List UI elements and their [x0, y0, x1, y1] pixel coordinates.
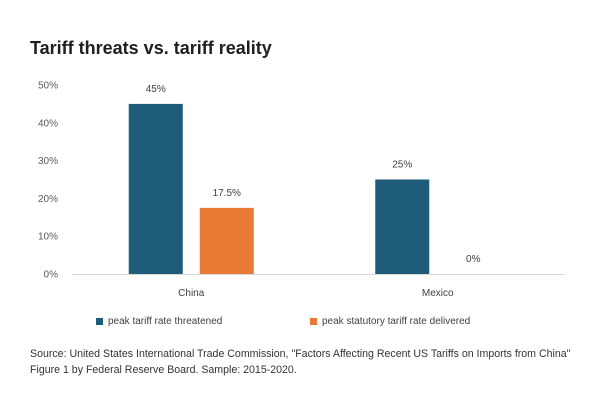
- legend-item: peak statutory tariff rate delivered: [310, 316, 470, 327]
- data-label: 0%: [466, 254, 481, 265]
- bar-chart: 0% 10% 20% 30% 40% 50% 45% 17.5% 25% 0% China Mex…: [38, 81, 565, 299]
- y-tick-label: 0%: [44, 270, 59, 281]
- legend-item: peak tariff rate threatened: [96, 316, 222, 327]
- x-axis: China Mexico: [72, 274, 565, 299]
- data-label: 25%: [392, 160, 412, 171]
- y-tick-label: 30%: [38, 156, 58, 167]
- y-tick-label: 50%: [38, 81, 58, 92]
- y-tick-label: 20%: [38, 194, 58, 205]
- bars: [128, 103, 430, 275]
- data-label: 45%: [146, 84, 166, 95]
- legend-swatch: [96, 318, 103, 325]
- chart-title: Tariff threats vs. tariff reality: [30, 38, 272, 58]
- bar: [199, 207, 254, 274]
- x-tick-label: China: [178, 288, 205, 299]
- y-tick-label: 40%: [38, 118, 58, 129]
- data-label: 17.5%: [213, 188, 241, 199]
- legend-swatch: [310, 318, 317, 325]
- data-labels: 45% 17.5% 25% 0%: [146, 84, 481, 265]
- legend-label: peak tariff rate threatened: [108, 316, 223, 327]
- source-note: Source: United States International Trad…: [30, 348, 571, 376]
- x-tick-label: Mexico: [422, 288, 454, 299]
- y-tick-label: 10%: [38, 232, 58, 243]
- y-axis: 0% 10% 20% 30% 40% 50%: [38, 81, 58, 281]
- bar: [128, 103, 183, 275]
- legend-label: peak statutory tariff rate delivered: [322, 316, 471, 327]
- bar: [375, 179, 430, 274]
